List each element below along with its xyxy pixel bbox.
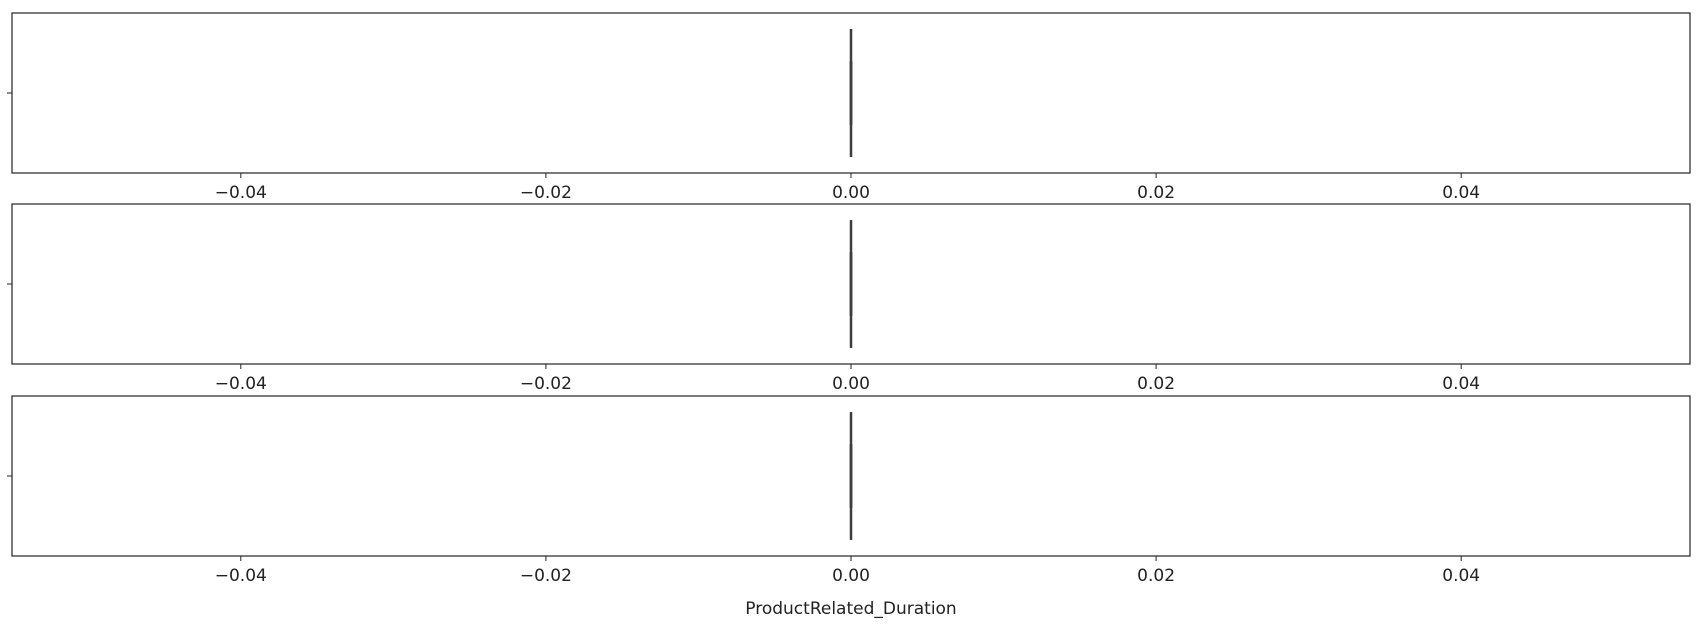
x-tick-label: 0.04	[1442, 183, 1480, 203]
x-tick-label: −0.02	[520, 566, 572, 586]
x-tick-label: 0.00	[832, 374, 870, 394]
x-tick-label: −0.02	[520, 183, 572, 203]
x-tick-label: −0.04	[215, 183, 267, 203]
x-tick-label: 0.00	[832, 566, 870, 586]
x-tick-label: 0.02	[1137, 183, 1175, 203]
x-tick-label: −0.02	[520, 374, 572, 394]
x-tick-label: −0.04	[215, 566, 267, 586]
x-tick-label: 0.00	[832, 183, 870, 203]
x-tick-label: 0.02	[1137, 374, 1175, 394]
x-tick-label: −0.04	[215, 374, 267, 394]
x-tick-label: 0.02	[1137, 566, 1175, 586]
x-axis-label: ProductRelated_Duration	[745, 599, 956, 619]
x-tick-label: 0.04	[1442, 374, 1480, 394]
x-tick-label: 0.04	[1442, 566, 1480, 586]
